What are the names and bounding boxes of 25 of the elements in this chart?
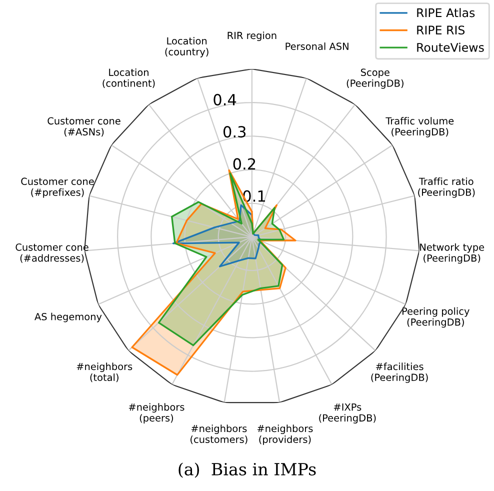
spoke-label: AS hegemony bbox=[34, 312, 102, 322]
spoke-label: RIR region bbox=[228, 32, 276, 42]
y-tick-label: 0.2 bbox=[233, 158, 256, 170]
legend-label: RIPE Atlas bbox=[417, 8, 475, 18]
legend-label: RIPE RIS bbox=[417, 26, 465, 35]
spoke-label: Network type (PeeringDB) bbox=[420, 243, 484, 264]
spoke-label: #neighbors (peers) bbox=[128, 403, 184, 424]
spoke-label: Customer cone (#prefixes) bbox=[21, 178, 94, 198]
spoke-label: #neighbors (providers) bbox=[257, 424, 313, 445]
spoke-label: #IXPs (PeeringDB) bbox=[319, 403, 376, 424]
y-tick-label: 0.3 bbox=[223, 126, 246, 138]
spoke-label: Personal ASN bbox=[286, 42, 348, 50]
spoke-label: Location (country) bbox=[165, 37, 208, 58]
y-tick-label: 0.4 bbox=[214, 94, 236, 106]
spoke-label: Location (continent) bbox=[102, 68, 155, 88]
spoke-label: Peering policy (PeeringDB) bbox=[402, 307, 470, 328]
spoke-label: Scope (PeeringDB) bbox=[346, 68, 404, 89]
spoke-label: #neighbors (customers) bbox=[190, 424, 248, 444]
spoke-label: Customer cone (#ASNs) bbox=[48, 117, 120, 137]
spoke-label: #neighbors (total) bbox=[76, 362, 132, 382]
legend-label: RouteViews bbox=[417, 42, 484, 52]
spoke-label: Traffic ratio (PeeringDB) bbox=[418, 178, 475, 198]
spoke-label: Traffic volume (PeeringDB) bbox=[386, 117, 454, 138]
spoke-label: #facilities (PeeringDB) bbox=[371, 362, 428, 383]
text: (a) Bias in IMPs bbox=[178, 462, 316, 478]
